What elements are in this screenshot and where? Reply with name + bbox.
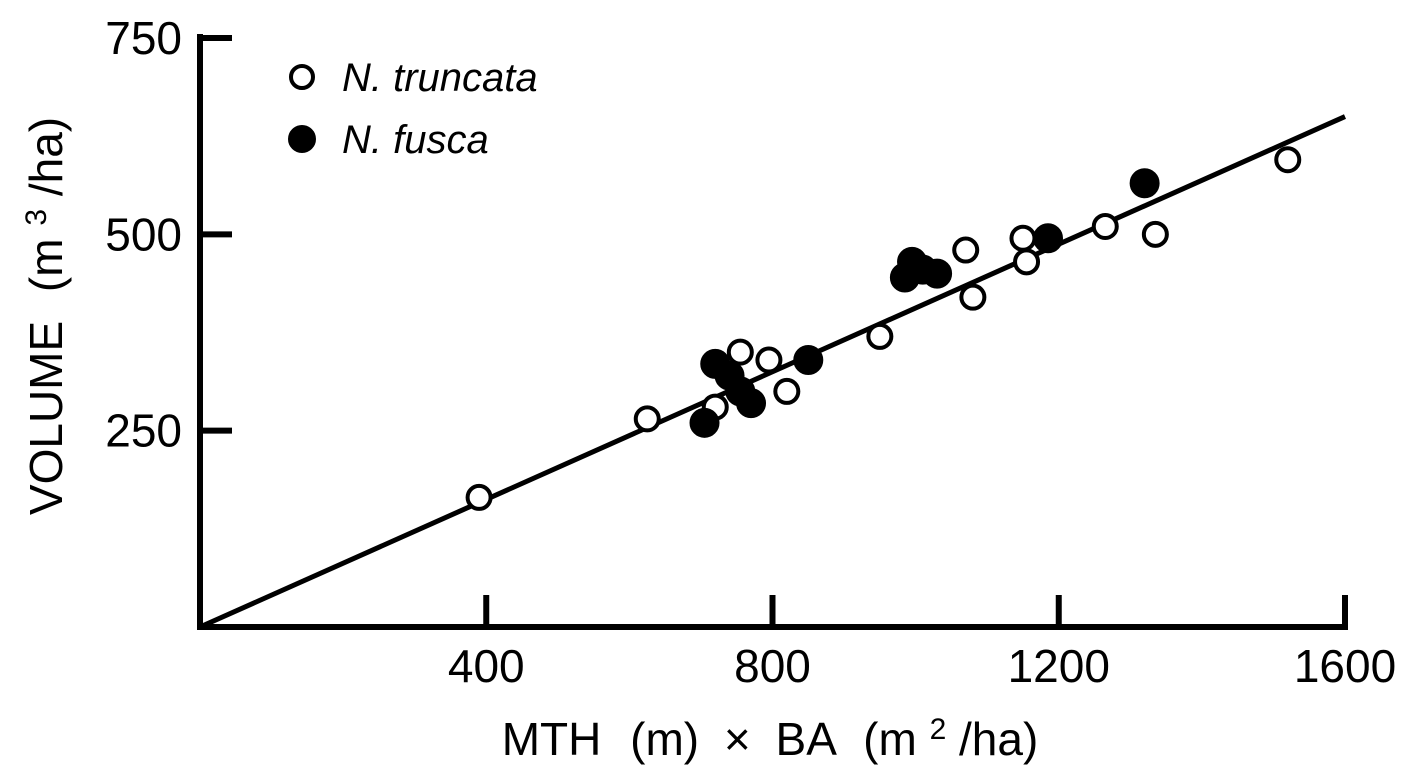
y-tick-label: 750 <box>105 12 182 64</box>
data-point-truncata <box>1141 220 1169 248</box>
x-axis-title: MTH (m) × BA (m 2 /ha) <box>502 697 1039 765</box>
data-point-fusca <box>736 388 767 419</box>
data-point-truncata <box>755 346 783 374</box>
data-point-truncata <box>726 338 754 366</box>
data-points <box>465 146 1302 511</box>
x-axis-title-part: MTH <box>502 713 602 765</box>
legend-label-truncata: N. truncata <box>342 56 538 100</box>
x-tick-label: 800 <box>734 640 811 692</box>
y-tick-label: 500 <box>105 208 182 260</box>
y-axis-title-part: VOLUME <box>20 321 72 515</box>
data-point-fusca <box>922 258 953 289</box>
y-tick-label: 250 <box>105 405 182 457</box>
data-point-fusca <box>1033 223 1064 254</box>
x-axis-title-part: BA <box>776 713 838 765</box>
x-tick-label: 1200 <box>1008 640 1110 692</box>
x-axis-title-part: /ha) <box>959 713 1038 765</box>
x-axis-title-superscript: 2 <box>930 713 947 746</box>
x-tick-label: 400 <box>448 640 525 692</box>
data-point-truncata <box>773 377 801 405</box>
data-point-truncata <box>1091 212 1119 240</box>
data-point-truncata <box>1009 224 1037 252</box>
data-point-truncata <box>866 322 894 350</box>
x-axis-title-part: (m <box>863 713 917 765</box>
data-point-truncata <box>1013 248 1041 276</box>
x-ticks: 400 800 1200 1600 <box>448 595 1396 692</box>
legend-open-circle-marker <box>289 64 315 90</box>
x-axis-title-part: (m) <box>630 713 699 765</box>
data-point-truncata <box>1274 146 1302 174</box>
legend-label-fusca: N. fusca <box>342 118 489 162</box>
y-axis-title-part: /ha) <box>20 117 72 196</box>
data-point-truncata <box>633 405 661 433</box>
data-point-truncata <box>959 283 987 311</box>
data-point-fusca <box>689 407 720 438</box>
x-axis-title-part: × <box>724 713 751 765</box>
y-axis-title-part: (m <box>20 238 72 292</box>
y-axis-title-superscript: 3 <box>20 209 53 226</box>
legend-filled-circle-marker <box>288 125 316 153</box>
y-ticks: 250 500 750 <box>105 12 232 457</box>
data-point-truncata <box>952 236 980 264</box>
legend: N. truncata N. fusca <box>288 56 538 162</box>
data-point-fusca <box>793 344 824 375</box>
x-tick-label: 1600 <box>1294 640 1396 692</box>
data-point-fusca <box>1129 168 1160 199</box>
y-axis-title: VOLUME (m 3 /ha) <box>4 117 72 515</box>
data-point-truncata <box>465 483 493 511</box>
